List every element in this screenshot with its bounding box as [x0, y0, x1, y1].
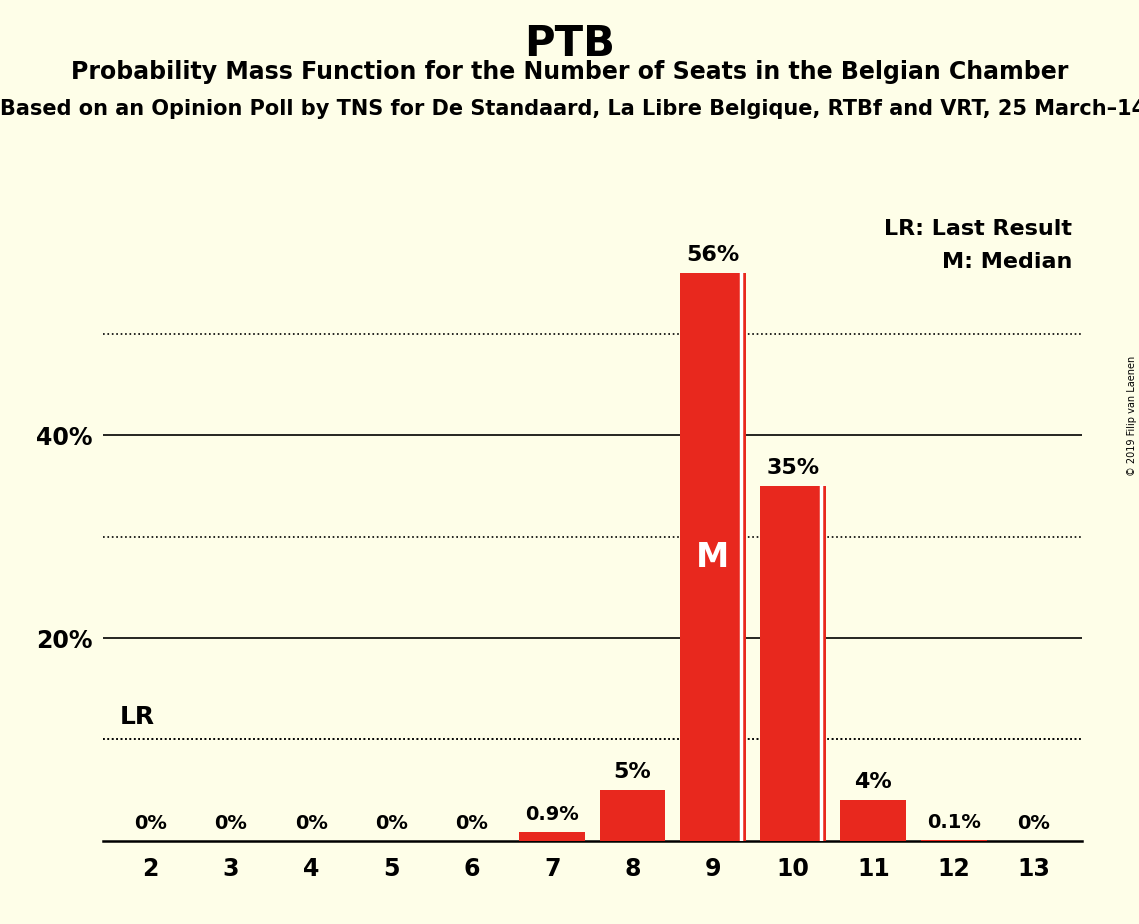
Text: 0%: 0% — [375, 814, 408, 833]
Text: PTB: PTB — [524, 23, 615, 65]
Text: 0%: 0% — [295, 814, 328, 833]
Bar — [920, 840, 986, 841]
Text: 0.9%: 0.9% — [525, 805, 579, 823]
Text: LR: Last Result
M: Median: LR: Last Result M: Median — [884, 219, 1072, 272]
Text: Probability Mass Function for the Number of Seats in the Belgian Chamber: Probability Mass Function for the Number… — [71, 60, 1068, 84]
Text: LR: LR — [121, 705, 155, 729]
Bar — [519, 832, 585, 841]
Bar — [760, 486, 826, 841]
Text: 0%: 0% — [456, 814, 489, 833]
Text: 56%: 56% — [686, 245, 739, 265]
Text: Based on an Opinion Poll by TNS for De Standaard, La Libre Belgique, RTBf and VR: Based on an Opinion Poll by TNS for De S… — [0, 99, 1139, 119]
Text: 4%: 4% — [854, 772, 892, 792]
Text: 0%: 0% — [134, 814, 167, 833]
Text: 35%: 35% — [767, 458, 820, 478]
Text: 0.1%: 0.1% — [927, 813, 981, 832]
Text: 0%: 0% — [1017, 814, 1050, 833]
Bar — [841, 800, 907, 841]
Text: 5%: 5% — [614, 762, 652, 782]
Bar — [680, 274, 746, 841]
Text: 0%: 0% — [214, 814, 247, 833]
Text: M: M — [696, 541, 729, 574]
Text: © 2019 Filip van Laenen: © 2019 Filip van Laenen — [1126, 356, 1137, 476]
Bar — [599, 790, 665, 841]
